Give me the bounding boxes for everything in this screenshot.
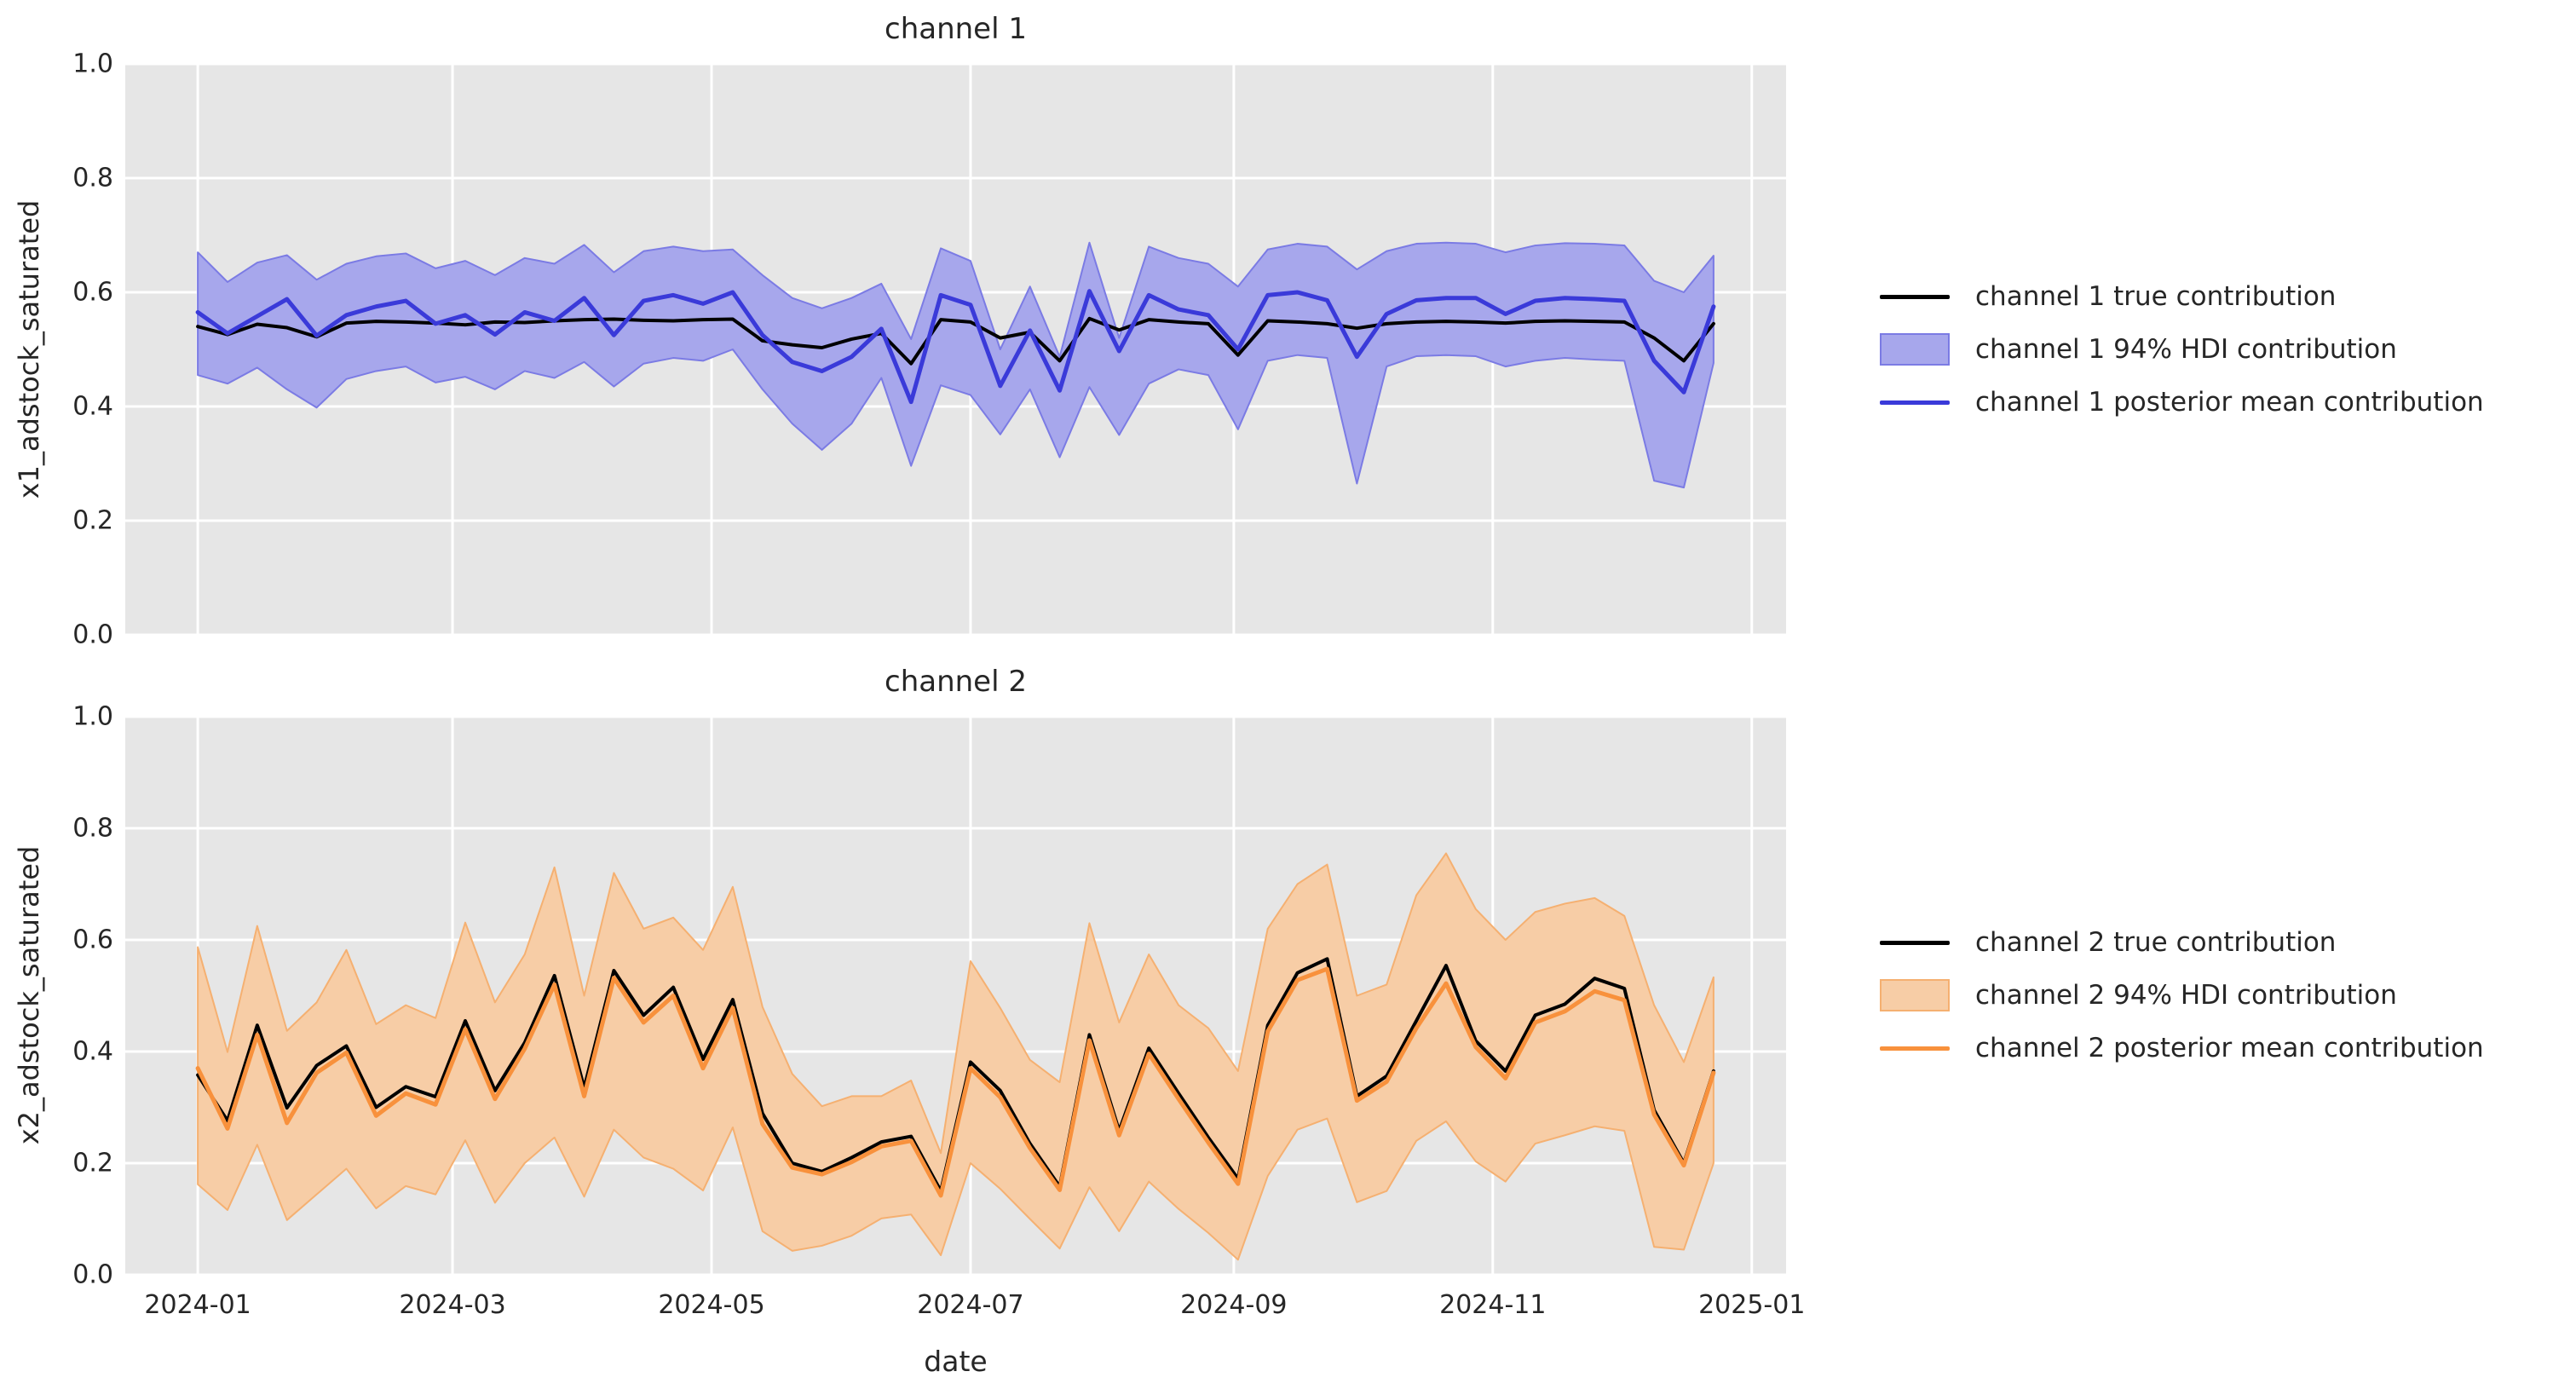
y-tick-label: 0.0 [72, 1259, 113, 1290]
legend-label: channel 1 94% HDI contribution [1975, 334, 2397, 365]
legend-line-swatch-icon [1880, 400, 1950, 405]
legend-row: channel 1 94% HDI contribution [1880, 323, 2484, 376]
swatch-shape [1880, 400, 1950, 405]
swatch-shape [1880, 1046, 1950, 1051]
legend-label: channel 2 posterior mean contribution [1975, 1033, 2484, 1063]
x-tick-label: 2024-03 [399, 1290, 506, 1320]
chart1-title: channel 1 [885, 12, 1027, 46]
y-tick-label: 0.8 [72, 163, 113, 193]
legend-patch-swatch-icon [1880, 979, 1950, 1011]
y-tick-label: 0.6 [72, 277, 113, 308]
posterior-mean-line [195, 966, 1716, 1198]
legend-row: channel 1 true contribution [1880, 270, 2484, 323]
legend-line-swatch-icon [1880, 940, 1950, 945]
legend-label: channel 2 94% HDI contribution [1975, 980, 2397, 1011]
x-tick-label: 2024-07 [917, 1290, 1024, 1320]
hdi-band [197, 852, 1714, 1261]
y-tick-label: 0.4 [72, 391, 113, 422]
legend-patch-swatch-icon [1880, 333, 1950, 366]
y-tick-label: 0.0 [72, 619, 113, 650]
chart2-legend: channel 2 true contribution channel 2 94%… [1880, 916, 2484, 1075]
swatch-shape [1880, 294, 1950, 299]
legend-row: channel 2 posterior mean contribution [1880, 1022, 2484, 1075]
x-tick-label: 2024-05 [658, 1290, 765, 1320]
legend-line-swatch-icon [1880, 294, 1950, 299]
x-tick-label: 2024-01 [144, 1290, 251, 1320]
chart1-legend: channel 1 true contribution channel 1 94%… [1880, 270, 2484, 429]
chart2-plot-area [125, 717, 1786, 1275]
x-axis-label: date [924, 1345, 988, 1378]
x-tick-label: 2024-11 [1439, 1290, 1547, 1320]
legend-label: channel 1 true contribution [1975, 281, 2337, 312]
y-tick-label: 0.4 [72, 1036, 113, 1067]
swatch-shape [1880, 940, 1950, 945]
legend-label: channel 1 posterior mean contribution [1975, 387, 2484, 418]
y-tick-label: 0.2 [72, 1148, 113, 1178]
y-tick-label: 0.6 [72, 925, 113, 955]
chart2-y-axis-label: x2_adstock_saturated [13, 845, 45, 1145]
x-tick-label: 2025-01 [1698, 1290, 1806, 1320]
swatch-shape [1880, 979, 1950, 1011]
y-tick-label: 0.2 [72, 505, 113, 536]
x-tick-label: 2024-09 [1180, 1290, 1288, 1320]
legend-line-swatch-icon [1880, 1046, 1950, 1051]
true-contribution-line [196, 316, 1715, 366]
legend-label: channel 2 true contribution [1975, 927, 2337, 958]
posterior-mean-line [195, 289, 1716, 405]
swatch-shape [1880, 333, 1950, 366]
chart1-plot-area [125, 64, 1786, 635]
legend-row: channel 2 94% HDI contribution [1880, 969, 2484, 1022]
y-tick-label: 1.0 [72, 49, 113, 79]
chart2-title: channel 2 [885, 665, 1027, 699]
chart1-y-axis-label: x1_adstock_saturated [13, 199, 45, 499]
legend-row: channel 2 true contribution [1880, 916, 2484, 969]
legend-row: channel 1 posterior mean contribution [1880, 376, 2484, 429]
y-tick-label: 1.0 [72, 701, 113, 732]
y-tick-label: 0.8 [72, 813, 113, 844]
